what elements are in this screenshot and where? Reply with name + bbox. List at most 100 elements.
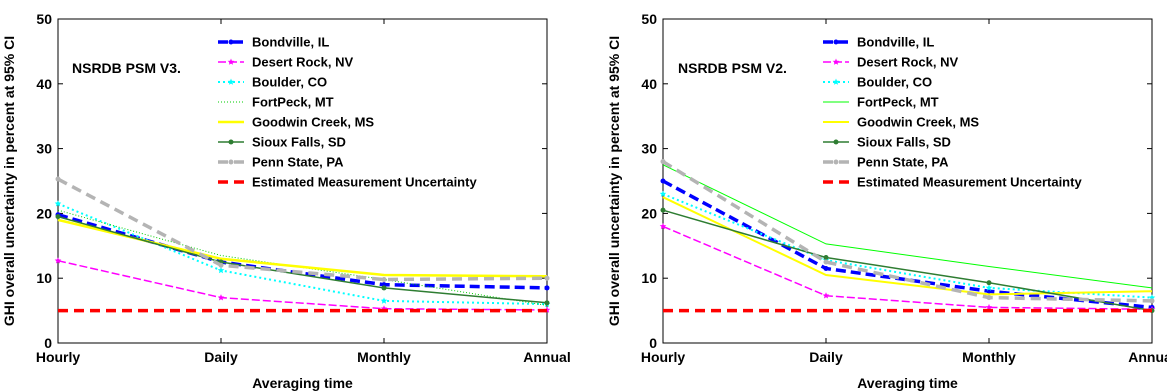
x-tick-label: Hourly	[641, 349, 686, 365]
legend-entry: Bondville, IL	[823, 35, 934, 50]
series-3	[57, 209, 548, 306]
series-line	[662, 164, 1153, 289]
data-point	[823, 254, 829, 260]
data-point	[660, 207, 666, 213]
legend-label: Goodwin Creek, MS	[252, 115, 374, 130]
chart-psm-v2: 0 10 20 30 40 50 Hourly Daily Monthly Annual Avera…	[606, 11, 1167, 391]
legend-label: Boulder, CO	[252, 75, 327, 90]
data-point	[544, 300, 550, 306]
legend-label: Goodwin Creek, MS	[857, 115, 979, 130]
legend-entry: Sioux Falls, SD	[823, 135, 951, 150]
y-tick-label: 50	[36, 11, 52, 27]
data-point	[1148, 294, 1156, 301]
legend-marker	[228, 139, 234, 145]
legend-label: FortPeck, MT	[857, 95, 939, 110]
series-4	[662, 196, 1153, 296]
data-point	[823, 265, 829, 271]
legend-label: Penn State, PA	[252, 155, 344, 170]
data-point	[54, 257, 62, 264]
legend-label: Bondville, IL	[252, 35, 329, 50]
series-7	[663, 308, 1152, 313]
y-tick-label: 0	[649, 335, 657, 351]
legend-marker	[833, 139, 839, 145]
legend-entry: Penn State, PA	[218, 155, 344, 170]
legend-label: Desert Rock, NV	[252, 55, 353, 70]
legend-entry: FortPeck, MT	[823, 95, 939, 110]
y-tick-label: 10	[36, 270, 52, 286]
legend-marker	[832, 58, 840, 65]
legend-marker	[227, 58, 235, 65]
y-tick-label: 30	[36, 141, 52, 157]
x-axis-label: Averaging time	[252, 375, 353, 391]
data-point	[381, 285, 387, 291]
legend-entry: Estimated Measurement Uncertainty	[823, 175, 1082, 190]
legend-entry: Desert Rock, NV	[218, 55, 353, 70]
series-line	[662, 225, 1153, 311]
series-5	[660, 207, 1155, 314]
data-point	[985, 303, 993, 311]
series-line	[57, 218, 548, 278]
series-3	[662, 164, 1153, 289]
legend-label: Estimated Measurement Uncertainty	[857, 175, 1082, 190]
legend-marker	[227, 78, 235, 85]
legend-label: Bondville, IL	[857, 35, 934, 50]
data-point	[659, 190, 667, 197]
data-point	[55, 176, 61, 182]
legend-marker	[833, 159, 839, 165]
x-tick-label: Annual	[523, 349, 570, 365]
legend: Bondville, IL Desert Rock, NV Boulder, CO F…	[218, 35, 477, 190]
series-line	[662, 160, 1153, 303]
y-axis-label: GHI overall uncertainty in percent at 95…	[606, 36, 622, 326]
data-point	[986, 295, 992, 301]
data-point	[218, 262, 224, 268]
chart-annotation: NSRDB PSM V2.	[678, 60, 787, 76]
series-line	[662, 196, 1153, 296]
data-point	[55, 214, 61, 220]
x-tick-label: Daily	[809, 349, 843, 365]
legend-label: Sioux Falls, SD	[857, 135, 951, 150]
series-line	[662, 179, 1153, 310]
legend-entry: Penn State, PA	[823, 155, 949, 170]
series-6	[660, 159, 1155, 304]
legend-label: Estimated Measurement Uncertainty	[252, 175, 477, 190]
legend-entry: Desert Rock, NV	[823, 55, 958, 70]
legend: Bondville, IL Desert Rock, NV Boulder, CO F…	[823, 35, 1082, 190]
series-6	[55, 176, 550, 282]
series-4	[57, 218, 548, 278]
y-tick-label: 40	[641, 76, 657, 92]
series-0	[660, 178, 1155, 310]
legend-label: Desert Rock, NV	[857, 55, 958, 70]
series-line	[662, 193, 1153, 299]
y-tick-label: 20	[641, 205, 657, 221]
series-line	[57, 215, 548, 304]
data-point	[1149, 298, 1155, 304]
legend-entry: Boulder, CO	[218, 75, 327, 90]
legend-entry: Goodwin Creek, MS	[218, 115, 374, 130]
y-tick-label: 50	[641, 11, 657, 27]
x-axis-label: Averaging time	[857, 375, 958, 391]
y-tick-label: 10	[641, 270, 657, 286]
legend-entry: Goodwin Creek, MS	[823, 115, 979, 130]
legend-entry: Estimated Measurement Uncertainty	[218, 175, 477, 190]
y-tick-label: 30	[641, 141, 657, 157]
legend-marker	[833, 39, 839, 45]
y-tick-label: 0	[44, 335, 52, 351]
legend-entry: FortPeck, MT	[218, 95, 334, 110]
legend-label: Penn State, PA	[857, 155, 949, 170]
x-tick-label: Monthly	[357, 349, 411, 365]
data-point	[986, 280, 992, 286]
data-point	[660, 159, 666, 165]
series-7	[58, 308, 547, 313]
chart-psm-v3: 0 10 20 30 40 50 Hourly Daily Monthly Annual Avera…	[1, 11, 571, 391]
x-tick-label: Daily	[204, 349, 238, 365]
data-point	[985, 284, 993, 291]
data-point	[660, 178, 666, 184]
legend-entry: Boulder, CO	[823, 75, 932, 90]
x-tick-label: Annual	[1128, 349, 1167, 365]
legend-marker	[228, 39, 234, 45]
legend-label: FortPeck, MT	[252, 95, 334, 110]
legend-label: Sioux Falls, SD	[252, 135, 346, 150]
series-line	[57, 177, 548, 282]
data-point	[659, 222, 667, 230]
